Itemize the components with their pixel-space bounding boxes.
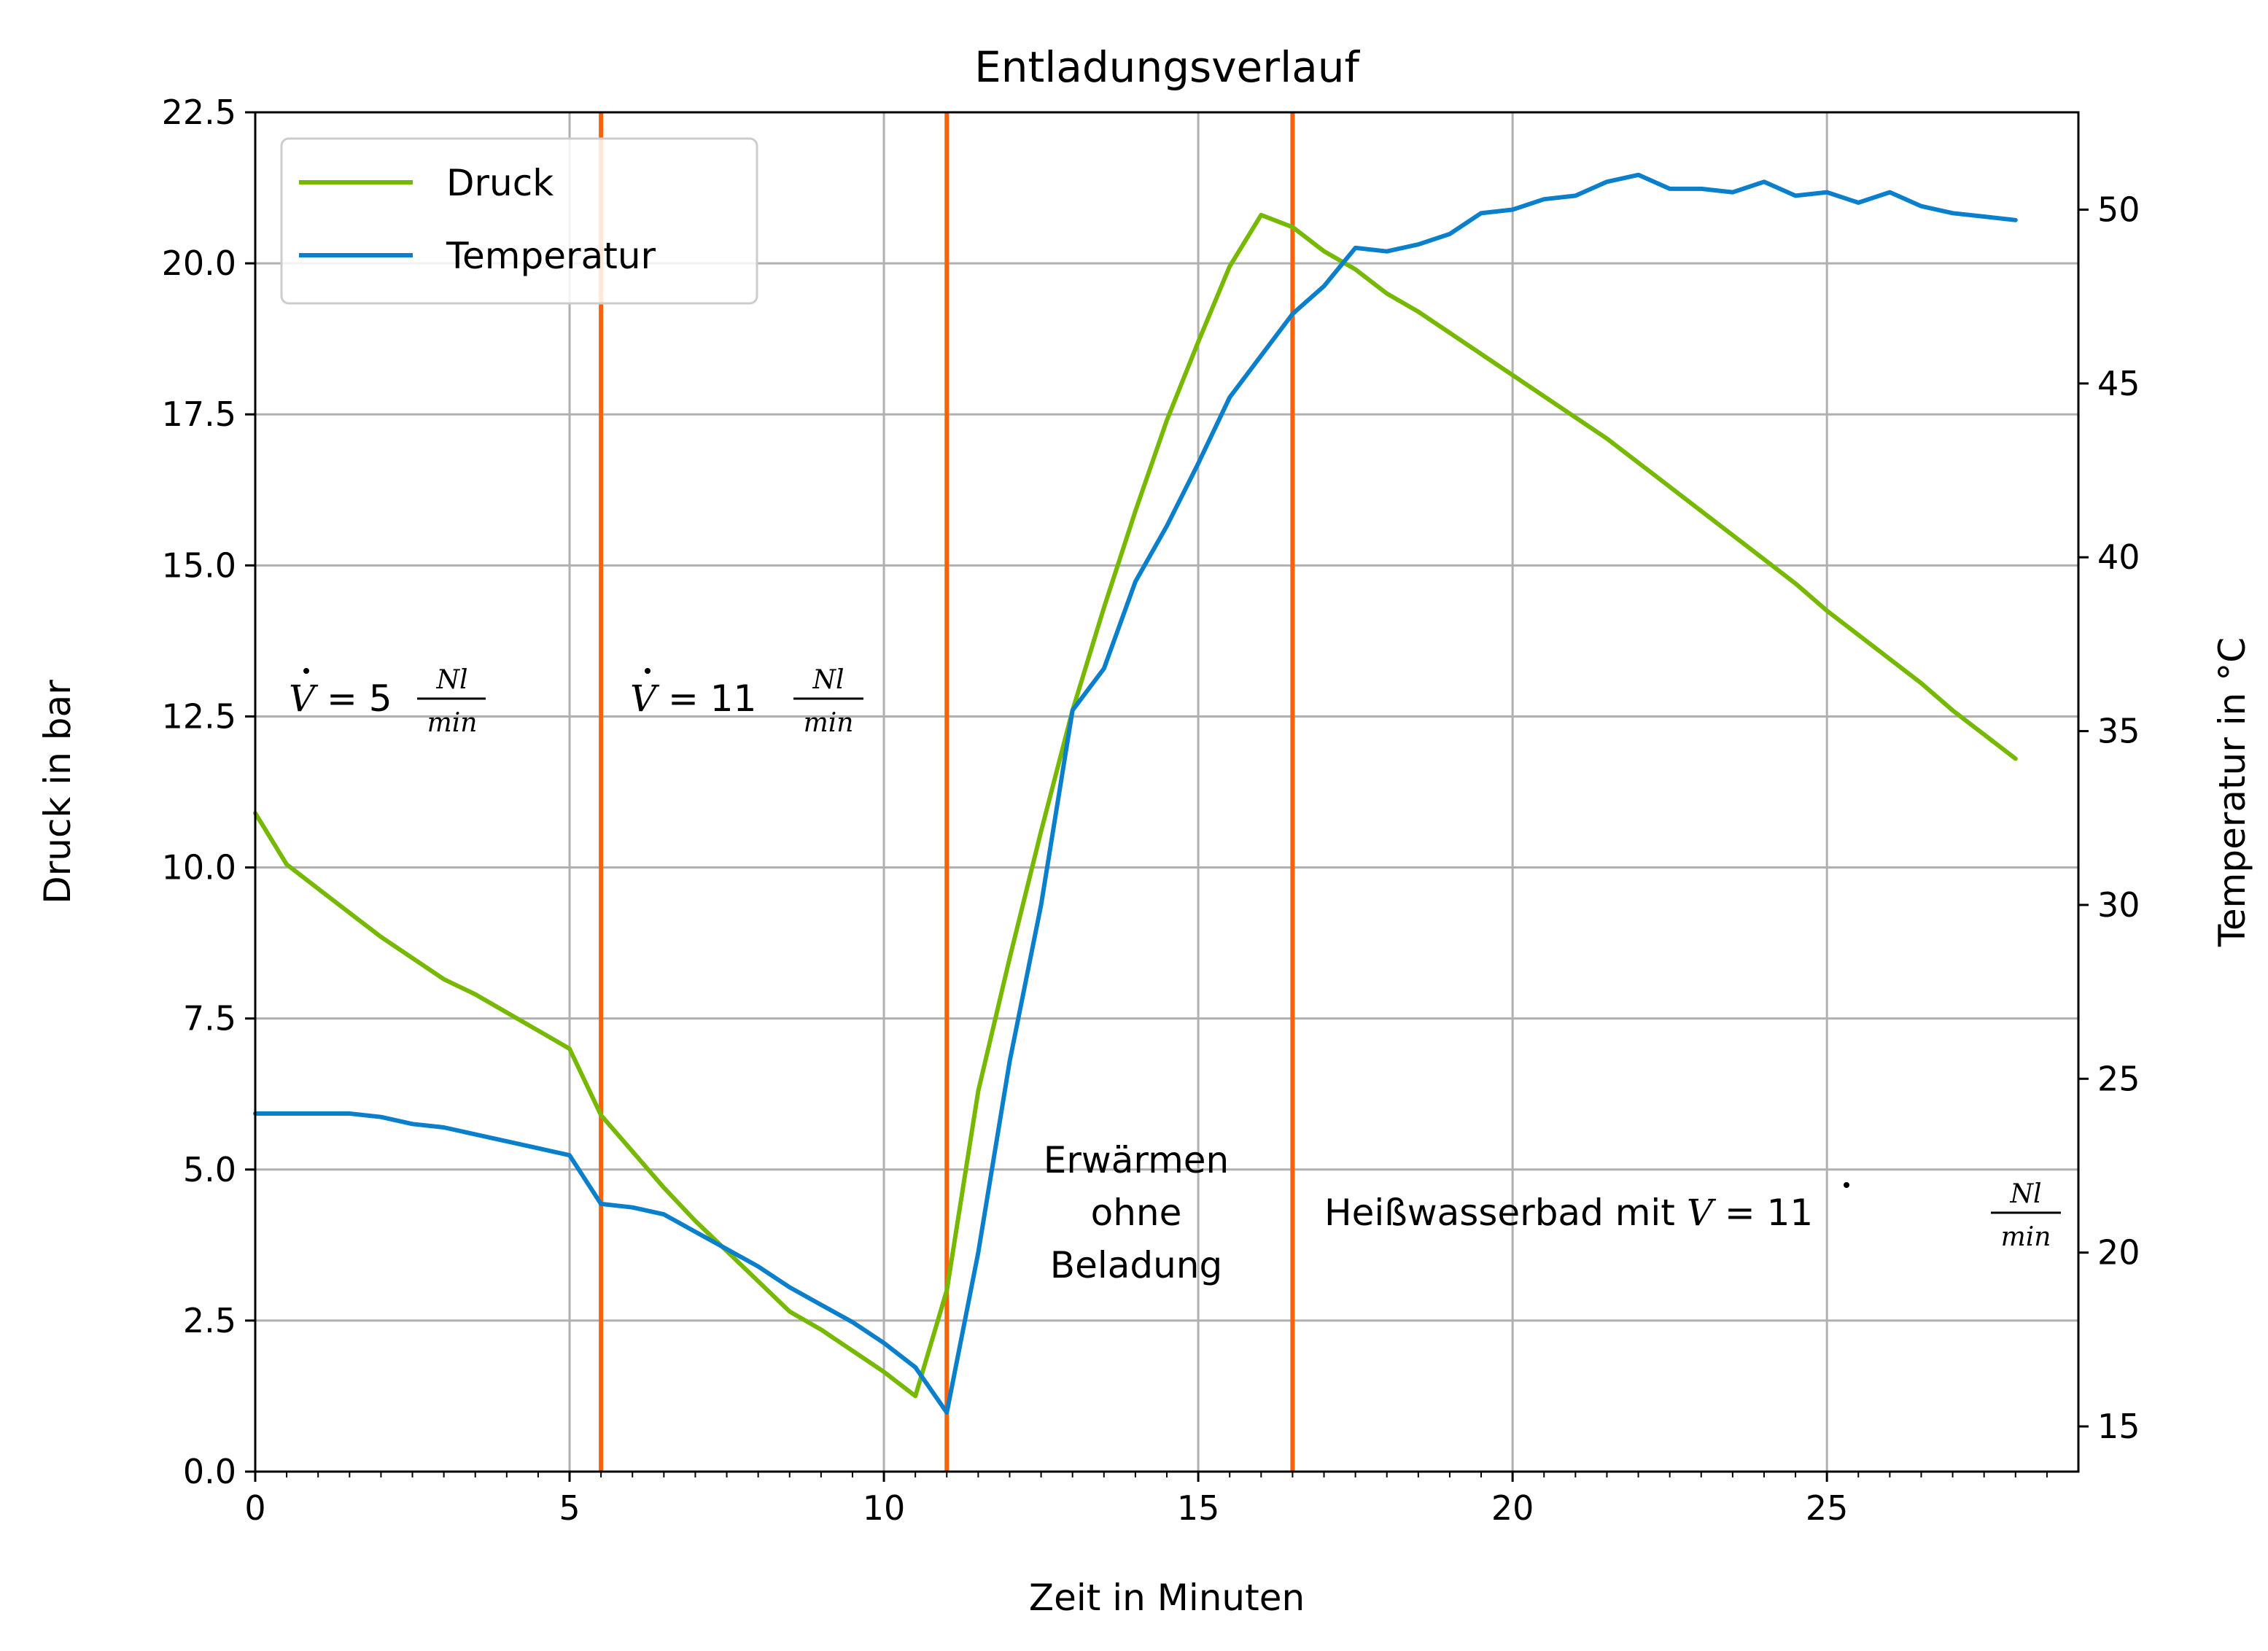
y-tick-label-4: 10.0 xyxy=(162,848,236,887)
legend-label-druck: Druck xyxy=(446,162,554,204)
grid xyxy=(254,111,2078,1473)
y2-axis-ticks: 15 20 25 30 35 40 45 50 xyxy=(2078,190,2140,1446)
series-line-temperatur xyxy=(253,172,2018,1415)
annotation-heating-phase: Erwärmen ohne Beladung xyxy=(1044,1139,1230,1286)
y-tick-label-6: 15.0 xyxy=(162,545,236,585)
annotation-hot-water-number: 11 xyxy=(1767,1192,1814,1234)
legend: Druck Temperatur xyxy=(280,137,758,305)
annotation-flow-5-number: 5 xyxy=(369,677,392,720)
annotation-heating-line-3: Beladung xyxy=(1050,1244,1222,1286)
legend-label-temperatur: Temperatur xyxy=(446,235,656,277)
svg-text:V = 11: V = 11 xyxy=(630,677,756,720)
annotation-heating-line-2: ohne xyxy=(1091,1192,1182,1234)
y2-tick-label-3: 30 xyxy=(2097,885,2140,925)
annotation-flow-5-dot xyxy=(303,668,309,674)
legend-box xyxy=(280,137,758,305)
annotation-flow-5-frac-top: Nl xyxy=(435,665,467,695)
y-tick-label-5: 12.5 xyxy=(162,696,236,736)
annotation-hot-water-prefix: Heißwasserbad mit xyxy=(1324,1192,1687,1234)
annotation-hot-water-rel: = xyxy=(1713,1192,1767,1234)
svg-text:V = 5: V = 5 xyxy=(289,677,392,720)
annotation-flow-11-number: 11 xyxy=(710,677,757,720)
y-axis-ticks: 0.0 2.5 5.0 7.5 10.0 12.5 15.0 17.5 20.0 22.5 xyxy=(162,93,255,1491)
annotation-flow-5-rel: = xyxy=(315,677,369,720)
series-line-druck xyxy=(253,212,2018,1399)
annotation-flow-5: V = 5 Nl min xyxy=(289,665,486,738)
y-tick-label-7: 17.5 xyxy=(162,395,236,434)
y2-tick-label-7: 50 xyxy=(2097,190,2140,229)
x-axis-label: Zeit in Minuten xyxy=(1029,1577,1305,1619)
y-tick-label-0: 0.0 xyxy=(183,1452,236,1491)
y2-tick-label-5: 40 xyxy=(2097,537,2140,577)
y-axis-label: Druck in bar xyxy=(36,680,79,904)
y2-tick-label-2: 25 xyxy=(2097,1059,2140,1098)
annotation-hot-water-dot xyxy=(1844,1182,1849,1188)
annotation-flow-11-lhs: V xyxy=(630,677,660,720)
svg-text:Heißwasserbad mit V = 11: Heißwasserbad mit V = 11 xyxy=(1324,1192,1813,1234)
x-tick-label-2: 10 xyxy=(863,1488,906,1528)
x-axis-ticks: 0 5 10 15 20 25 xyxy=(244,1472,2048,1528)
y2-tick-label-6: 45 xyxy=(2097,364,2140,403)
annotation-hot-water-bath: Heißwasserbad mit V = 11 Nl min xyxy=(1324,1179,2061,1252)
annotation-flow-11-frac-bottom: min xyxy=(804,708,854,738)
annotation-flow-11-frac-top: Nl xyxy=(812,665,844,695)
annotation-hot-water-frac-bottom: min xyxy=(2001,1222,2051,1252)
y2-tick-label-0: 15 xyxy=(2097,1407,2140,1446)
annotation-flow-11-dot xyxy=(645,668,651,674)
x-tick-label-0: 0 xyxy=(244,1488,265,1528)
y-tick-label-1: 2.5 xyxy=(183,1301,236,1340)
series xyxy=(253,172,2018,1415)
x-tick-label-4: 20 xyxy=(1491,1488,1534,1528)
annotation-hot-water-frac-top: Nl xyxy=(2009,1179,2041,1209)
chart-title: Entladungsverlauf xyxy=(974,42,1360,92)
y2-axis-label: Temperatur in °C xyxy=(2211,637,2253,947)
annotation-heating-line-1: Erwärmen xyxy=(1044,1139,1230,1181)
annotation-flow-11-rel: = xyxy=(656,677,710,720)
x-tick-label-3: 15 xyxy=(1177,1488,1220,1528)
x-tick-label-1: 5 xyxy=(559,1488,580,1528)
y2-tick-label-1: 20 xyxy=(2097,1233,2140,1273)
y-tick-label-8: 20.0 xyxy=(162,244,236,283)
y-tick-label-3: 7.5 xyxy=(183,999,236,1038)
y-tick-label-9: 22.5 xyxy=(162,93,236,132)
x-tick-label-5: 25 xyxy=(1806,1488,1849,1528)
y-tick-label-2: 5.0 xyxy=(183,1150,236,1189)
y2-tick-label-4: 35 xyxy=(2097,712,2140,751)
annotation-flow-5-lhs: V xyxy=(289,677,319,720)
phase-separator-lines xyxy=(599,112,1295,1472)
annotation-flow-11: V = 11 Nl min xyxy=(630,665,863,738)
annotation-hot-water-lhs: V xyxy=(1687,1192,1717,1234)
annotation-flow-5-frac-bottom: min xyxy=(427,708,478,738)
